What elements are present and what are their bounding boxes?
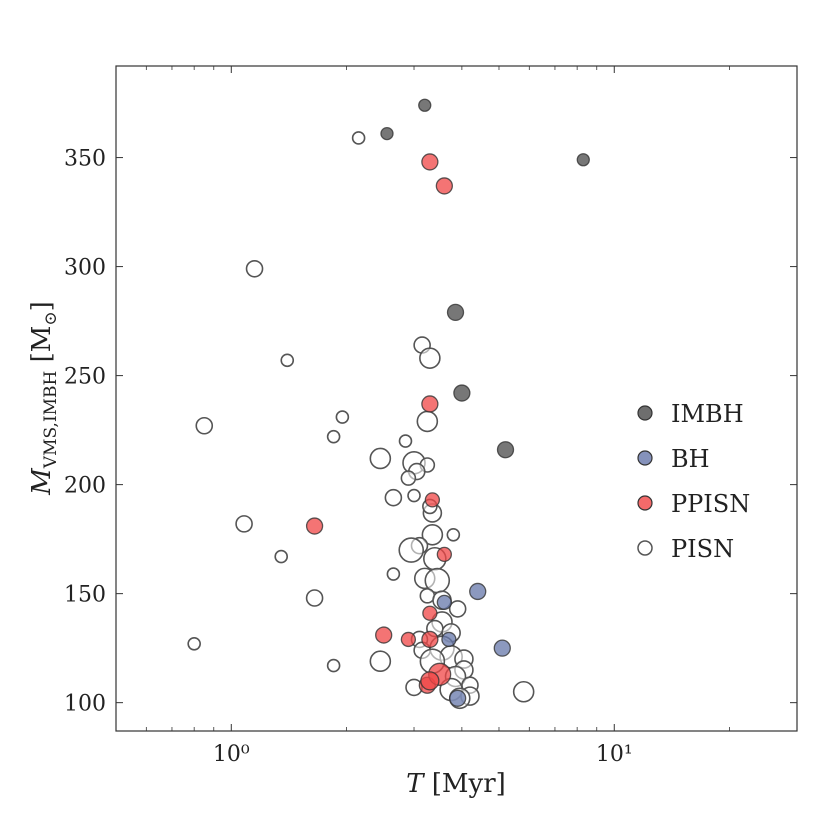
point-ppisn-1 <box>435 177 453 195</box>
point-pisn-50 <box>512 680 535 703</box>
point-pisn-25 <box>274 549 289 564</box>
point-pisn-9 <box>398 434 413 448</box>
y-tick-label-150: 150 <box>64 583 106 608</box>
point-ppisn-8 <box>400 631 417 648</box>
point-ppisn-12 <box>420 671 440 691</box>
point-pisn-7 <box>416 410 439 433</box>
point-pisn-8 <box>326 429 341 444</box>
legend: IMBH BH PPISN PISN <box>637 400 750 563</box>
point-pisn-26 <box>386 567 401 581</box>
legend-marker-bh <box>637 450 653 466</box>
x-tick-label-10: 10¹ <box>596 742 633 767</box>
point-imbh-2 <box>576 153 590 167</box>
x-tick-label-1: 10⁰ <box>213 742 250 767</box>
x-axis-label: T [Myr] <box>406 769 506 799</box>
point-ppisn-9 <box>421 630 439 649</box>
point-pisn-32 <box>448 600 467 618</box>
y-tick-label-350: 350 <box>64 147 106 172</box>
point-pisn-20 <box>421 523 444 546</box>
point-pisn-37 <box>187 636 201 651</box>
point-ppisn-2 <box>421 395 439 413</box>
legend-label-bh: BH <box>671 445 710 473</box>
point-pisn-16 <box>384 488 403 507</box>
point-imbh-3 <box>446 303 465 322</box>
point-pisn-5 <box>195 416 214 435</box>
point-bh-4 <box>436 594 452 611</box>
point-ppisn-0 <box>421 153 439 171</box>
point-imbh-1 <box>380 126 394 141</box>
y-tick-label-100: 100 <box>64 692 106 717</box>
point-pisn-6 <box>335 410 350 424</box>
point-imbh-5 <box>496 441 515 459</box>
point-pisn-14 <box>400 470 417 486</box>
point-pisn-10 <box>369 447 392 470</box>
point-pisn-23 <box>398 537 425 563</box>
plot-frame <box>115 65 798 732</box>
point-pisn-31 <box>305 589 324 607</box>
point-pisn-1 <box>245 259 264 278</box>
point-bh-3 <box>441 631 457 648</box>
point-pisn-29 <box>419 588 436 604</box>
y-tick-label-250: 250 <box>64 365 106 390</box>
legend-marker-pisn <box>637 540 653 556</box>
y-tick-label-300: 300 <box>64 256 106 281</box>
point-ppisn-6 <box>422 605 438 621</box>
y-axis-label: MVMS,IMBH [M⊙] <box>27 301 61 496</box>
data-points <box>187 98 590 710</box>
legend-label-pisn: PISN <box>671 535 734 563</box>
point-bh-0 <box>469 582 487 601</box>
point-pisn-21 <box>235 515 253 533</box>
point-bh-2 <box>449 689 467 707</box>
point-imbh-4 <box>453 384 471 402</box>
legend-label-ppisn: PPISN <box>671 490 750 518</box>
point-pisn-42 <box>369 650 392 673</box>
point-pisn-4 <box>280 353 295 368</box>
point-bh-1 <box>493 639 511 657</box>
legend-label-imbh: IMBH <box>671 400 744 428</box>
point-ppisn-3 <box>424 492 441 508</box>
legend-marker-imbh <box>637 405 653 421</box>
point-pisn-44 <box>326 658 341 673</box>
point-ppisn-7 <box>375 626 393 644</box>
y-tick-label-200: 200 <box>64 474 106 499</box>
point-ppisn-4 <box>305 517 324 535</box>
point-pisn-3 <box>419 347 441 369</box>
legend-marker-ppisn <box>637 495 653 511</box>
point-imbh-0 <box>418 98 432 112</box>
point-pisn-0 <box>351 131 366 145</box>
axis-ticks: 100 150 200 250 300 350 10⁰ 10¹ <box>64 66 797 767</box>
point-pisn-19 <box>446 527 461 542</box>
point-pisn-15 <box>407 488 421 503</box>
point-ppisn-5 <box>436 546 452 563</box>
